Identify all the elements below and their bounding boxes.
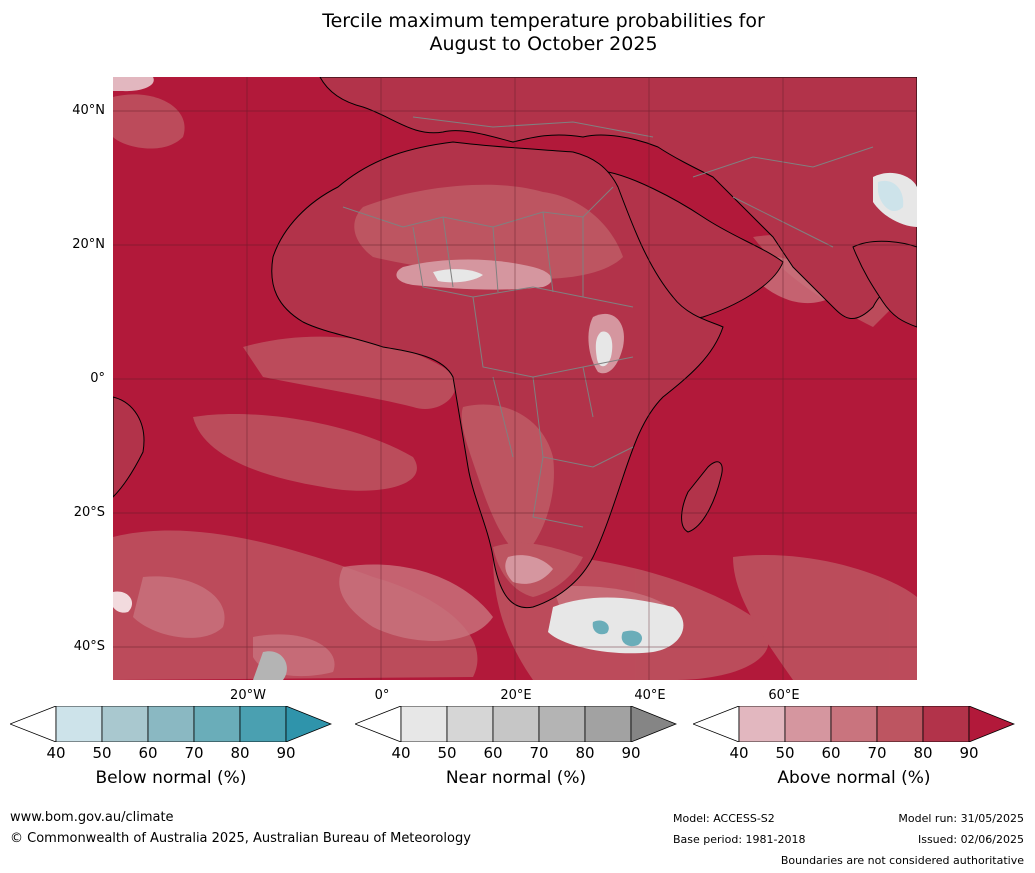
near-normal-patch-southwest [253,651,287,680]
lat-label-20n: 20°N [72,237,105,252]
colorbar-below-right-arrow [285,706,332,742]
colorbar-below-normal [10,706,332,742]
tick-above-80: 80 [913,744,933,762]
lon-label-0: 0° [374,688,390,703]
lon-label-60e: 60°E [768,688,800,703]
tick-below-80: 80 [230,744,250,762]
tick-near-80: 80 [575,744,595,762]
colorbar-above-right-arrow [968,706,1015,742]
colorbar-below-bin-2 [101,706,149,742]
colorbar-above-bin-5 [922,706,970,742]
below-normal-himalaya [878,180,904,212]
issued-text: Issued: 02/06/2025 [917,833,1024,846]
colorbar-above-bin-1 [738,706,786,742]
model-text: Model: ACCESS-S2 [673,812,775,825]
tick-below-40: 40 [46,744,66,762]
tick-near-90: 90 [621,744,641,762]
graticule [113,77,917,680]
below-normal-patch-2 [621,630,643,647]
copyright-text: © Commonwealth of Australia 2025, Austra… [10,831,471,846]
tick-below-50: 50 [92,744,112,762]
colorbar-near-bin-1 [400,706,448,742]
tick-above-40: 40 [729,744,749,762]
colorbar-near-bin-5 [584,706,632,742]
colorbar-near-bin-2 [446,706,494,742]
colorbar-near-bin-4 [538,706,586,742]
colorbar-below-bin-1 [55,706,103,742]
tick-above-60: 60 [821,744,841,762]
probability-map [113,77,917,680]
model-run-text: Model run: 31/05/2025 [898,812,1024,825]
ocean-lighter-patches [113,94,917,680]
lat-label-0: 0° [90,371,105,386]
tick-above-70: 70 [867,744,887,762]
colorbar-near-normal [355,706,677,742]
tick-below-90: 90 [276,744,296,762]
colorbar-above-bin-4 [876,706,924,742]
tick-above-50: 50 [775,744,795,762]
tick-below-60: 60 [138,744,158,762]
tick-above-90: 90 [959,744,979,762]
lon-label-20e: 20°E [500,688,532,703]
colorbar-below-left-arrow [10,706,57,742]
colorbar-near-bin-3 [492,706,540,742]
base-period-text: Base period: 1981-2018 [673,833,806,846]
country-borders [342,116,874,528]
tick-near-60: 60 [483,744,503,762]
tick-near-40: 40 [391,744,411,762]
colorbar-above-normal [693,706,1015,742]
colorbar-above-left-arrow [693,706,740,742]
near-normal-patch-south [548,597,684,654]
colorbar-above-bin-2 [784,706,832,742]
title-line-2: August to October 2025 [429,33,658,55]
map-title: Tercile maximum temperature probabilitie… [0,10,1035,56]
colorbar-near-label: Near normal (%) [445,768,587,788]
colorbar-above-label: Above normal (%) [777,768,931,788]
below-normal-patch-1 [592,620,609,635]
lon-label-20w: 20°W [230,688,266,703]
lat-label-20s: 20°S [73,505,105,520]
lon-label-40e: 40°E [634,688,666,703]
colorbar-near-right-arrow [630,706,677,742]
title-line-1: Tercile maximum temperature probabilitie… [322,10,765,32]
colorbar-below-bin-3 [147,706,195,742]
disclaimer-text: Boundaries are not considered authoritat… [780,854,1024,867]
lat-label-40n: 40°N [72,103,105,118]
colorbar-above-bin-3 [830,706,878,742]
website-link[interactable]: www.bom.gov.au/climate [10,810,174,825]
colorbar-near-left-arrow [355,706,402,742]
tick-near-70: 70 [529,744,549,762]
colorbar-below-bin-5 [239,706,287,742]
colorbar-below-label: Below normal (%) [95,768,247,788]
tick-below-70: 70 [184,744,204,762]
tick-near-50: 50 [437,744,457,762]
lat-label-40s: 40°S [73,639,105,654]
colorbar-below-bin-4 [193,706,241,742]
